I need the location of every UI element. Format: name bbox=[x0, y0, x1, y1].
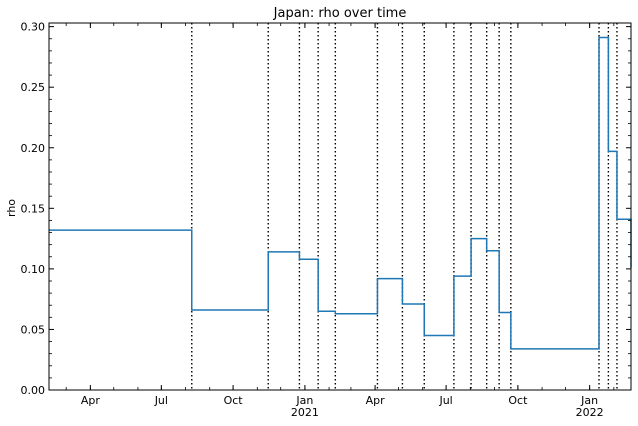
x-tick-year-label: 2022 bbox=[576, 406, 604, 419]
series-line bbox=[49, 36, 632, 350]
x-tick-label: Jul bbox=[154, 394, 168, 407]
x-tick-label: Oct bbox=[508, 394, 528, 407]
y-tick-label: 0.25 bbox=[21, 81, 46, 94]
x-tick-label: Jan bbox=[580, 394, 598, 407]
x-tick-label: Jan bbox=[295, 394, 313, 407]
y-tick-label: 0.10 bbox=[21, 263, 46, 276]
chart-title: Japan: rho over time bbox=[273, 6, 407, 21]
plot-frame bbox=[48, 22, 632, 391]
y-tick-label: 0.30 bbox=[21, 21, 46, 34]
y-tick-label: 0.05 bbox=[21, 323, 46, 336]
x-tick-label: Apr bbox=[366, 394, 386, 407]
x-tick-label: Apr bbox=[81, 394, 101, 407]
plot-area: 0.00 0.05 0.10 0.15 0.20 0.25 0.30 Apr Jul Oct Jan… bbox=[21, 21, 632, 419]
y-axis-label: rho bbox=[5, 199, 18, 217]
x-tick-label: Jul bbox=[438, 394, 452, 407]
y-tick-label: 0.00 bbox=[21, 384, 46, 397]
x-tick-label: Oct bbox=[224, 394, 244, 407]
x-tick-year-label: 2021 bbox=[291, 406, 319, 419]
y-tick-label: 0.20 bbox=[21, 142, 46, 155]
y-tick-label: 0.15 bbox=[21, 202, 46, 215]
